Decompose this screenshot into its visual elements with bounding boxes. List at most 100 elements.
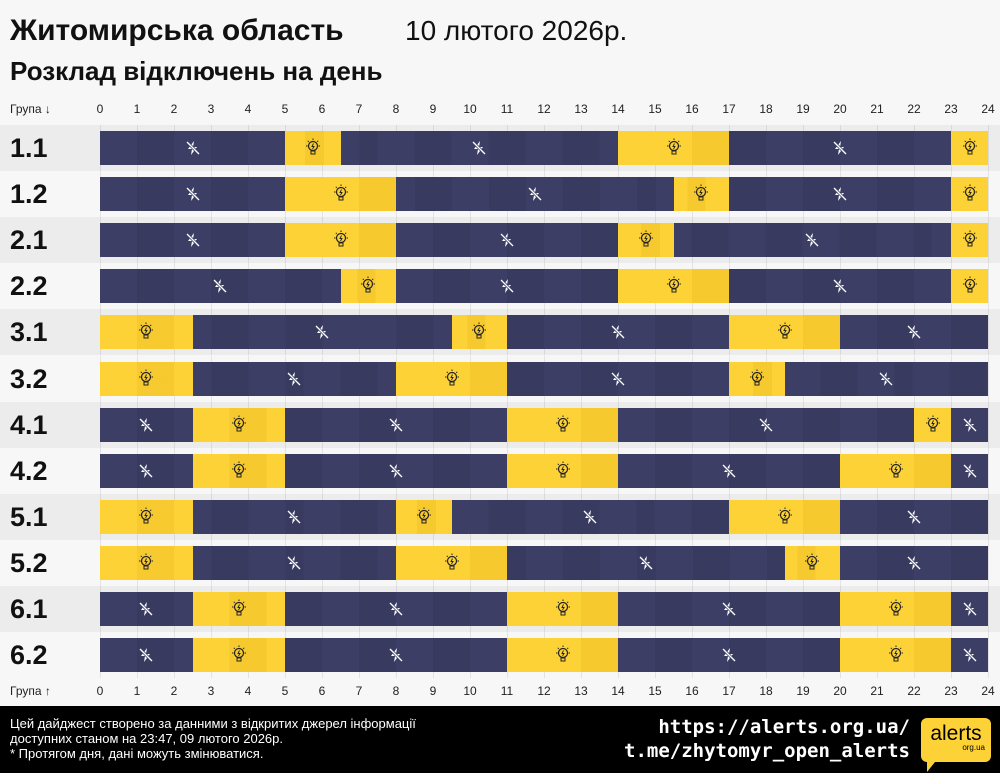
power-on-segment (840, 592, 951, 626)
hour-gridline (988, 493, 989, 540)
outage-segment (100, 223, 285, 258)
hour-tick: 7 (355, 684, 363, 698)
hour-tick: 21 (870, 102, 884, 116)
hour-tick: 15 (648, 684, 662, 698)
light-bulb-icon (691, 184, 711, 204)
outage-segment (396, 177, 674, 212)
light-bulb-icon (960, 230, 980, 250)
power-off-icon (471, 140, 487, 156)
region-title: Житомирська область (10, 14, 344, 47)
light-bulb-icon (136, 507, 156, 527)
power-on-segment (673, 177, 729, 212)
light-bulb-icon (136, 322, 156, 342)
outage-segment (100, 131, 285, 165)
light-bulb-icon (136, 369, 156, 389)
power-off-icon (721, 647, 737, 663)
footer-note: Цей дайджест створено за данними з відкр… (10, 716, 416, 731)
light-bulb-icon (636, 230, 656, 250)
light-bulb-icon (442, 553, 462, 573)
page-subtitle: Розклад відключень на день (10, 56, 383, 86)
hour-tick: 18 (759, 102, 773, 116)
outage-segment (618, 453, 840, 488)
logo-text: alerts (930, 722, 982, 745)
hour-gridline (988, 125, 989, 171)
group-row: 4.1 (0, 401, 1000, 448)
power-off-icon (499, 232, 515, 248)
hour-gridline (988, 539, 989, 586)
power-on-segment (507, 592, 618, 626)
hour-gridline (988, 632, 989, 679)
schedule-date: 10 лютого 2026р. (405, 15, 628, 46)
light-bulb-icon (775, 507, 795, 527)
power-off-icon (721, 601, 737, 617)
hour-tick: 23 (944, 684, 958, 698)
group-label: 1.2 (10, 179, 48, 210)
power-on-segment (784, 545, 840, 580)
group-row: 2.2 (0, 263, 1000, 310)
power-on-segment (100, 361, 193, 396)
power-off-icon (286, 509, 302, 525)
light-bulb-icon (553, 461, 573, 481)
light-bulb-icon (960, 138, 980, 158)
telegram-link[interactable]: t.me/zhytomyr_open_alerts (624, 740, 910, 762)
power-on-segment (840, 638, 951, 673)
outage-segment (285, 407, 507, 442)
power-on-segment (192, 407, 285, 442)
outage-segment (507, 361, 729, 396)
hour-gridline (988, 217, 989, 264)
power-on-segment (507, 407, 618, 442)
light-bulb-icon (664, 138, 684, 158)
group-label: 4.1 (10, 409, 48, 440)
hour-tick: 1 (133, 102, 141, 116)
hour-tick: 11 (500, 102, 514, 116)
outage-segment (673, 223, 951, 258)
power-off-icon (878, 371, 894, 387)
light-bulb-icon (442, 369, 462, 389)
hour-tick: 13 (574, 102, 588, 116)
hour-tick: 24 (981, 102, 995, 116)
footer-note: доступних станом на 23:47, 09 лютого 202… (10, 731, 283, 746)
hour-tick: 5 (281, 684, 289, 698)
logo-subtext: org.ua (962, 743, 985, 752)
light-bulb-icon (358, 276, 378, 296)
outage-segment (285, 453, 507, 488)
outage-segment (285, 638, 507, 673)
alerts-logo: alerts org.ua (921, 718, 991, 772)
light-bulb-icon (553, 645, 573, 665)
power-off-icon (962, 417, 978, 433)
hour-tick: 22 (907, 684, 921, 698)
power-on-segment (451, 315, 507, 350)
light-bulb-icon (331, 230, 351, 250)
power-off-icon (832, 140, 848, 156)
website-link[interactable]: https://alerts.org.ua/ (658, 716, 910, 738)
group-row: 6.1 (0, 586, 1000, 632)
hour-tick: 3 (207, 102, 215, 116)
power-on-segment (618, 269, 729, 304)
power-off-icon (185, 186, 201, 202)
group-row: 1.2 (0, 171, 1000, 218)
hour-tick: 4 (244, 684, 252, 698)
power-on-segment (192, 592, 285, 626)
power-off-icon (499, 278, 515, 294)
light-bulb-icon (229, 645, 249, 665)
hour-tick: 2 (170, 102, 178, 116)
power-off-icon (388, 647, 404, 663)
group-label: 5.2 (10, 547, 48, 578)
power-on-segment (100, 545, 193, 580)
hour-tick: 9 (429, 102, 437, 116)
hour-gridline (988, 586, 989, 632)
hour-tick: 12 (537, 684, 551, 698)
group-row: 1.1 (0, 125, 1000, 171)
hour-tick: 7 (355, 102, 363, 116)
power-on-segment (507, 638, 618, 673)
power-on-segment (951, 269, 988, 304)
outage-segment (396, 223, 618, 258)
power-off-icon (138, 601, 154, 617)
footer-disclaimer: * Протягом дня, дані можуть змінюватися. (10, 746, 264, 761)
outage-segment (100, 269, 341, 304)
light-bulb-icon (469, 322, 489, 342)
outage-segment (192, 361, 396, 396)
light-bulb-icon (775, 322, 795, 342)
power-off-icon (638, 555, 654, 571)
hour-tick: 1 (133, 684, 141, 698)
